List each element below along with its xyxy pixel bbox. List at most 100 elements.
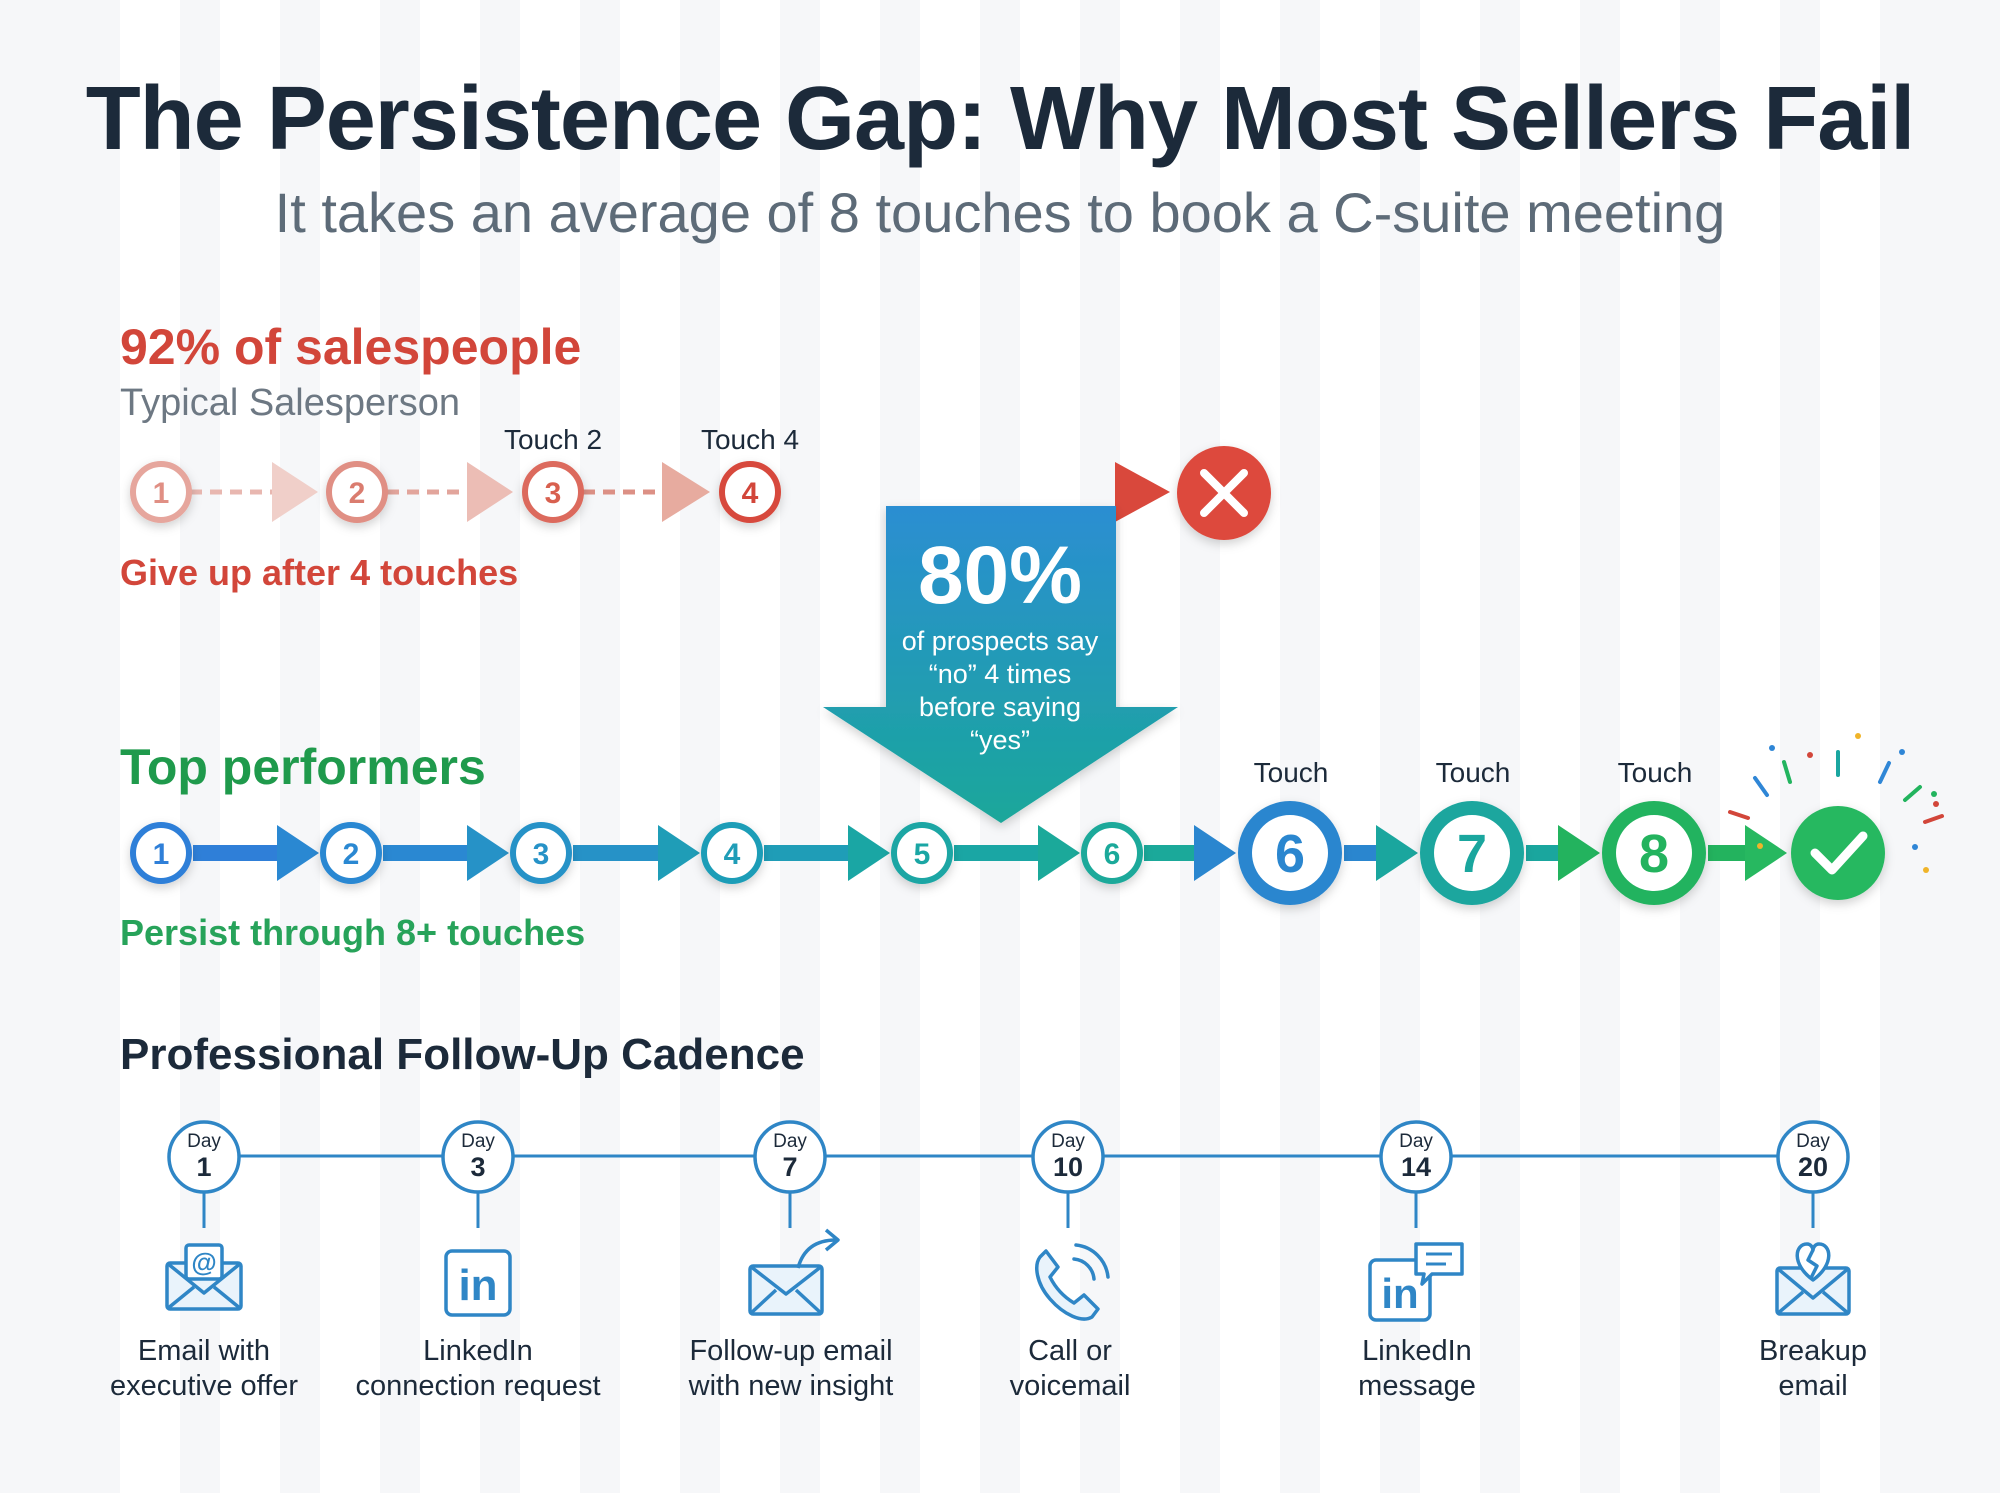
top-arrow-7 xyxy=(1344,825,1418,881)
typical-touch-1: 1 xyxy=(130,461,192,523)
typical-arrow-1 xyxy=(190,462,318,522)
cadence-day-word: Day xyxy=(461,1131,495,1152)
cadence-day-word: Day xyxy=(1796,1131,1830,1152)
top-performers-row: 1 2 3 4 5 6 6 7 8 xyxy=(130,733,1944,905)
top-heading: Top performers xyxy=(120,739,486,795)
cadence-step-desc-line: LinkedIn xyxy=(1362,1335,1472,1367)
cadence-step-desc-line: message xyxy=(1358,1370,1476,1403)
top-big-touch-number: 7 xyxy=(1457,824,1487,884)
cadence-step-desc-line: email xyxy=(1778,1370,1848,1403)
top-touch-number: 2 xyxy=(343,838,360,871)
cadence-step-1-desc: Email with executive offer xyxy=(59,1334,349,1405)
svg-text:in: in xyxy=(1381,1270,1418,1317)
callout-text-line: before saying xyxy=(918,691,1082,722)
cadence-step-desc-line: with new insight xyxy=(688,1370,894,1403)
top-touch-4: 4 xyxy=(701,822,763,884)
cadence-step-desc-line: Follow-up email xyxy=(689,1335,893,1367)
top-touch-number: 5 xyxy=(914,838,931,871)
top-touch-1: 1 xyxy=(130,822,192,884)
top-touch-6: 6 xyxy=(1081,822,1143,884)
linkedin-message-icon: in xyxy=(1368,1242,1464,1322)
cadence-step-3-desc: Follow-up email with new insight xyxy=(646,1334,936,1405)
top-touch-number: 4 xyxy=(724,838,741,871)
typical-touch-4-number: 4 xyxy=(742,477,759,510)
top-big-touch-3: 8 xyxy=(1602,801,1706,905)
cadence-step-desc-line: Email with xyxy=(137,1335,271,1367)
cadence-day-word: Day xyxy=(1051,1131,1085,1152)
top-touch-number: 3 xyxy=(533,838,550,871)
typical-arrow-3 xyxy=(583,462,710,522)
cadence-step-desc-line: LinkedIn xyxy=(423,1335,533,1367)
typical-touch-2: 2 xyxy=(326,461,388,523)
cadence-day-number: 20 xyxy=(1798,1152,1828,1182)
top-arrow-5 xyxy=(954,825,1080,881)
callout-text-line: of prospects say xyxy=(901,626,1099,656)
cadence-step-2-desc: LinkedIn connection request xyxy=(333,1334,623,1405)
cadence-day-number: 1 xyxy=(196,1152,211,1182)
page-title: The Persistence Gap: Why Most Sellers Fa… xyxy=(85,69,1916,169)
top-arrow-1 xyxy=(193,825,319,881)
cadence-day-number: 14 xyxy=(1401,1152,1431,1182)
top-touch-label-7: Touch xyxy=(1435,757,1511,788)
svg-text:in: in xyxy=(458,1261,497,1310)
top-touch-label-8: Touch xyxy=(1617,757,1693,788)
callout: 80% of prospects say “no” 4 times before… xyxy=(885,535,1115,757)
x-icon xyxy=(1177,446,1271,540)
linkedin-icon: in xyxy=(444,1249,512,1317)
typical-touch-label-4: Touch 4 xyxy=(700,424,800,455)
callout-text-line: “yes” xyxy=(970,724,1030,755)
top-touch-number: 1 xyxy=(153,838,170,871)
top-arrow-9 xyxy=(1708,825,1787,881)
top-touch-label-6: Touch xyxy=(1253,757,1329,788)
cadence-day-word: Day xyxy=(187,1131,221,1152)
top-big-touch-number: 8 xyxy=(1639,824,1669,884)
typical-touch-3-number: 3 xyxy=(545,477,562,510)
top-touch-2: 2 xyxy=(320,822,382,884)
top-big-touch-1: 6 xyxy=(1238,801,1342,905)
confetti-burst xyxy=(1728,733,1944,873)
cadence-step-6-desc: Breakup email xyxy=(1668,1334,1958,1405)
broken-heart-email-icon xyxy=(1775,1242,1851,1316)
typical-touch-4: 4 xyxy=(719,461,781,523)
check-icon xyxy=(1791,806,1885,900)
cadence-step-desc-line: Breakup xyxy=(1758,1335,1867,1367)
callout-stat: 80% xyxy=(917,530,1083,621)
cadence-step-desc-line: connection request xyxy=(355,1370,601,1403)
top-arrow-3 xyxy=(573,825,700,881)
cadence-step-4-desc: Call or voicemail xyxy=(925,1334,1215,1405)
top-arrow-2 xyxy=(383,825,509,881)
cadence-day-number: 7 xyxy=(782,1152,797,1182)
cadence-step-desc-line: Call or xyxy=(1028,1335,1112,1367)
phone-icon xyxy=(1035,1243,1110,1321)
typical-salesperson-row: 1 2 3 4 xyxy=(130,446,1271,540)
typical-subheading: Typical Salesperson xyxy=(120,382,461,424)
svg-text:@: @ xyxy=(191,1247,216,1277)
email-forward-icon xyxy=(748,1228,840,1316)
cadence-day-number: 10 xyxy=(1053,1152,1083,1182)
email-at-icon: @ xyxy=(165,1243,243,1311)
top-touch-5: 5 xyxy=(891,822,953,884)
callout-arrow xyxy=(823,506,1178,823)
top-touch-3: 3 xyxy=(510,822,572,884)
cadence-day-word: Day xyxy=(773,1131,807,1152)
callout-text-line: “no” 4 times xyxy=(928,658,1072,689)
typical-touch-3: 3 xyxy=(522,461,584,523)
top-arrow-4 xyxy=(764,825,890,881)
typical-touch-2-number: 2 xyxy=(349,477,366,510)
cadence-day-number: 3 xyxy=(470,1152,485,1182)
top-note: Persist through 8+ touches xyxy=(120,912,586,953)
cadence-day-word: Day xyxy=(1399,1131,1433,1152)
top-big-touch-number: 6 xyxy=(1275,824,1305,884)
cadence-step-desc-line: voicemail xyxy=(1009,1370,1131,1403)
top-arrow-8 xyxy=(1526,825,1600,881)
typical-touch-label-2: Touch 2 xyxy=(503,424,603,455)
top-touch-number: 6 xyxy=(1104,838,1121,871)
typical-note: Give up after 4 touches xyxy=(120,552,519,593)
